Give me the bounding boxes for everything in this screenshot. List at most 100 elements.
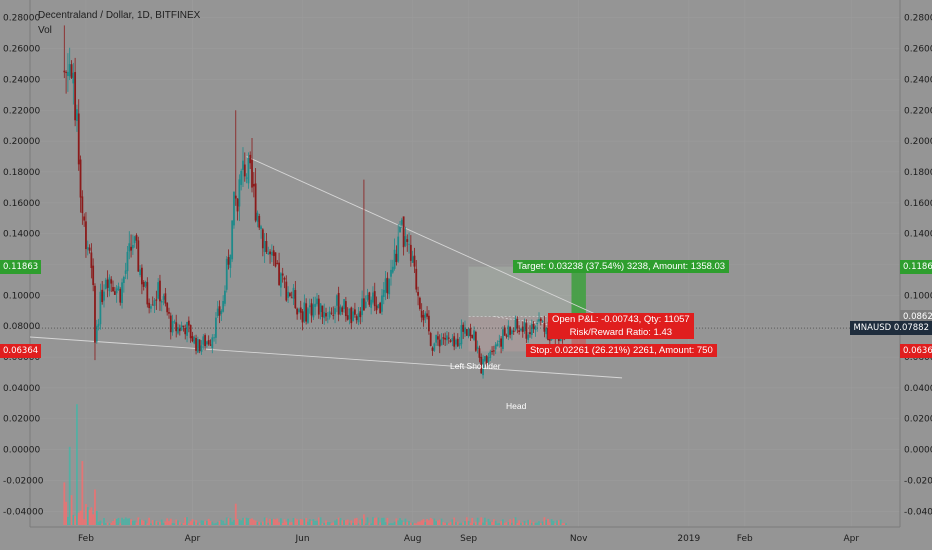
candle-body [236, 198, 239, 212]
candle-body [189, 324, 192, 339]
volume-bar [415, 523, 418, 525]
candle-body [390, 269, 392, 277]
candle-body [251, 159, 253, 188]
volume-bar [298, 520, 300, 525]
volume-bar [122, 519, 125, 525]
volume-bar [474, 521, 477, 525]
volume-bar [279, 518, 282, 525]
volume-bar [334, 520, 336, 525]
right-price-axis[interactable]: -0.04000-0.020000.000000.020000.040000.0… [904, 14, 932, 518]
candle-body [492, 350, 495, 352]
candle-body [276, 262, 279, 264]
candle-body [119, 289, 122, 303]
candle-body [538, 319, 540, 322]
candle-body [377, 304, 380, 309]
candle-body [444, 337, 447, 340]
volume-bar [550, 519, 553, 525]
candle-body [159, 280, 161, 302]
volume-indicator-label[interactable]: Vol [38, 25, 52, 36]
volume-bar [545, 519, 548, 525]
volume-bar [337, 517, 340, 525]
candle-body [465, 329, 468, 336]
candle-body [496, 343, 499, 347]
y-tick-label-right: 0.26000 [904, 45, 932, 55]
candle-body [72, 72, 75, 84]
candle-body [382, 289, 385, 298]
volume-bar [130, 519, 132, 525]
candle-body [193, 336, 196, 344]
volume-bar [379, 522, 382, 525]
volume-bar [200, 520, 203, 525]
x-tick-label: Feb [737, 534, 753, 544]
volume-bar [453, 517, 456, 525]
candle-body [86, 247, 89, 250]
candle-body [520, 328, 522, 331]
position-box [468, 266, 586, 352]
volume-bar [90, 507, 93, 525]
candle-body [363, 298, 365, 311]
volume-bar [512, 518, 515, 525]
candle-body [366, 295, 369, 300]
volume-bar [211, 521, 214, 525]
volume-bar [113, 518, 116, 525]
volume-bar [428, 520, 430, 525]
volume-bar [381, 517, 383, 525]
candle-body [409, 244, 412, 261]
volume-bar [368, 522, 371, 525]
volume-bar [166, 518, 169, 525]
candle-body [516, 318, 519, 329]
stop-annotation: Stop: 0.02261 (26.21%) 2261, Amount: 750 [526, 344, 717, 358]
candle-body [509, 327, 512, 335]
candle-body [458, 343, 461, 346]
candle-body [344, 301, 347, 317]
y-tick-label-left: 0.14000 [3, 230, 40, 240]
candle-body [103, 291, 105, 301]
y-tick-label-right: 0.14000 [904, 230, 932, 240]
candle-body [90, 252, 93, 268]
candle-body [559, 336, 562, 342]
y-tick-label-left: 0.08000 [3, 322, 40, 332]
y-tick-label-right: 0.20000 [904, 137, 932, 147]
candle-body [548, 339, 551, 341]
candle-body [231, 220, 234, 260]
candle-body [191, 336, 194, 342]
volume-bar [76, 404, 78, 525]
volume-bar [480, 517, 483, 525]
volume-bar [92, 514, 95, 525]
volume-bar [198, 522, 201, 525]
volume-bar [433, 518, 436, 525]
candle-body [491, 350, 493, 352]
volume-bar [557, 520, 560, 525]
candle-body [131, 244, 134, 249]
volume-bar [85, 504, 87, 525]
volume-bar [144, 520, 147, 525]
candle-body [77, 113, 80, 165]
candle-body [296, 308, 299, 315]
volume-bar [319, 517, 322, 525]
candle-body [99, 291, 102, 325]
volume-bar [424, 522, 427, 525]
volume-bar [502, 519, 504, 525]
volume-bar [390, 523, 392, 525]
volume-bar [256, 521, 259, 525]
volume-bar [548, 522, 551, 525]
candle-body [418, 297, 421, 309]
time-axis[interactable]: Feb Apr Jun Aug Sep Nov 2019 Feb Apr [78, 534, 859, 544]
y-tick-label-right: 0.16000 [904, 199, 932, 209]
volume-bar [276, 518, 279, 525]
volume-bar [247, 518, 250, 525]
volume-bar [160, 519, 163, 525]
candle-body [346, 315, 349, 320]
volume-bar [285, 521, 288, 525]
candle-body [330, 312, 333, 314]
volume-bar [196, 522, 199, 525]
volume-bar [218, 520, 221, 525]
y-tick-label-right: 0.10000 [904, 291, 932, 301]
candle-body [279, 273, 282, 288]
candle-body [373, 291, 376, 307]
volume-bar [399, 518, 401, 525]
candle-body [343, 299, 345, 310]
volume-bar [373, 518, 376, 525]
